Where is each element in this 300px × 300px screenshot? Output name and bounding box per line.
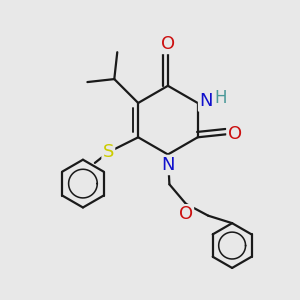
Text: S: S — [103, 143, 114, 161]
Text: O: O — [179, 205, 193, 223]
Text: N: N — [161, 156, 175, 174]
Text: N: N — [199, 92, 213, 110]
Text: O: O — [161, 35, 175, 53]
Text: O: O — [227, 125, 242, 143]
Text: H: H — [214, 89, 226, 107]
